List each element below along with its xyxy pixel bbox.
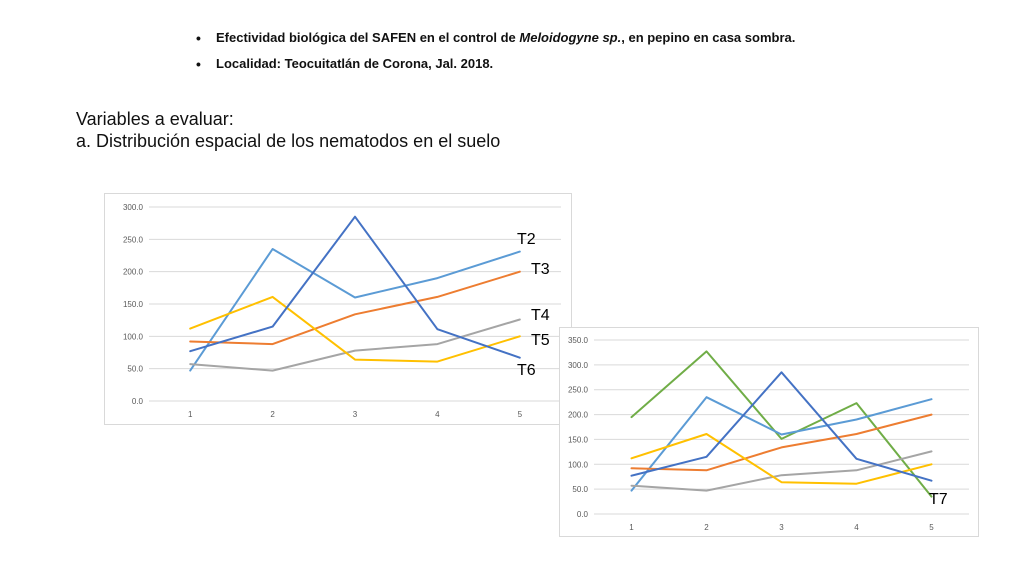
y-tick-label: 100.0 bbox=[568, 460, 589, 469]
series-line-t3 bbox=[189, 270, 521, 346]
heading-line-2: a. Distribución espacial de los nematodo… bbox=[76, 131, 501, 151]
series-line-t5 bbox=[630, 433, 933, 485]
series-line-t2 bbox=[630, 396, 933, 492]
heading-line-1: Variables a evaluar: bbox=[76, 109, 234, 129]
y-tick-label: 150.0 bbox=[568, 435, 589, 444]
label-t3: T3 bbox=[531, 261, 550, 278]
x-tick-label: 3 bbox=[779, 523, 784, 532]
series-line-t6 bbox=[189, 215, 521, 359]
label-t2: T2 bbox=[517, 231, 536, 248]
y-tick-label: 200.0 bbox=[568, 411, 589, 420]
chart-2: 0.0 50.0 100.0 150.0 200.0 250.0 300.0 350.0 1 2 3… bbox=[559, 327, 979, 537]
label-t7: T7 bbox=[929, 491, 948, 508]
x-tick-label: 4 bbox=[854, 523, 859, 532]
bullet-text: Localidad: Teocuitatlán de Corona, Jal. … bbox=[216, 56, 494, 71]
chart-1-svg: 0.0 50.0 100.0 150.0 200.0 250.0 300.0 1 2 3 4 5 bbox=[123, 203, 561, 419]
series-line-t6 bbox=[630, 371, 933, 482]
bullet-list: Efectividad biológica del SAFEN en el co… bbox=[196, 30, 795, 82]
y-tick-label: 0.0 bbox=[577, 510, 589, 519]
x-tick-label: 5 bbox=[518, 410, 523, 419]
series-line-t7 bbox=[630, 350, 933, 498]
series-line-t3 bbox=[630, 413, 933, 472]
y-tick-label: 50.0 bbox=[127, 365, 143, 374]
y-tick-label: 150.0 bbox=[123, 300, 144, 309]
y-tick-label: 300.0 bbox=[123, 203, 144, 212]
y-tick-label: 350.0 bbox=[568, 336, 589, 345]
label-t6: T6 bbox=[517, 362, 536, 379]
series-line-t4 bbox=[189, 318, 521, 372]
x-tick-label: 1 bbox=[629, 523, 634, 532]
chart-2-svg: 0.0 50.0 100.0 150.0 200.0 250.0 300.0 350.0 1 2 3… bbox=[568, 336, 969, 532]
bullet-italic-text: Meloidogyne sp. bbox=[519, 30, 622, 45]
chart-1: 0.0 50.0 100.0 150.0 200.0 250.0 300.0 1 2 3 4 5 bbox=[104, 193, 572, 425]
series-line-t5 bbox=[189, 295, 521, 363]
x-tick-label: 3 bbox=[353, 410, 358, 419]
bullet-item-location: Localidad: Teocuitatlán de Corona, Jal. … bbox=[196, 56, 795, 72]
y-tick-label: 300.0 bbox=[568, 361, 589, 370]
series-line-t2 bbox=[189, 248, 521, 372]
x-tick-label: 2 bbox=[270, 410, 275, 419]
x-tick-label: 1 bbox=[188, 410, 193, 419]
x-tick-label: 2 bbox=[704, 523, 709, 532]
bullet-item-study: Efectividad biológica del SAFEN en el co… bbox=[196, 30, 795, 46]
y-tick-label: 100.0 bbox=[123, 332, 144, 341]
x-tick-label: 4 bbox=[435, 410, 440, 419]
bullet-text: Efectividad biológica del SAFEN en el co… bbox=[216, 30, 520, 45]
bullet-text-end: , en pepino en casa sombra. bbox=[621, 30, 796, 45]
label-t4: T4 bbox=[531, 307, 550, 324]
series-line-t4 bbox=[630, 450, 933, 492]
x-tick-label: 5 bbox=[929, 523, 934, 532]
y-tick-label: 0.0 bbox=[132, 397, 144, 406]
y-tick-label: 200.0 bbox=[123, 268, 144, 277]
y-tick-label: 250.0 bbox=[568, 386, 589, 395]
label-t5: T5 bbox=[531, 332, 550, 349]
y-tick-label: 250.0 bbox=[123, 235, 144, 244]
section-heading: Variables a evaluar: a. Distribución esp… bbox=[76, 108, 500, 152]
y-tick-label: 50.0 bbox=[572, 485, 588, 494]
